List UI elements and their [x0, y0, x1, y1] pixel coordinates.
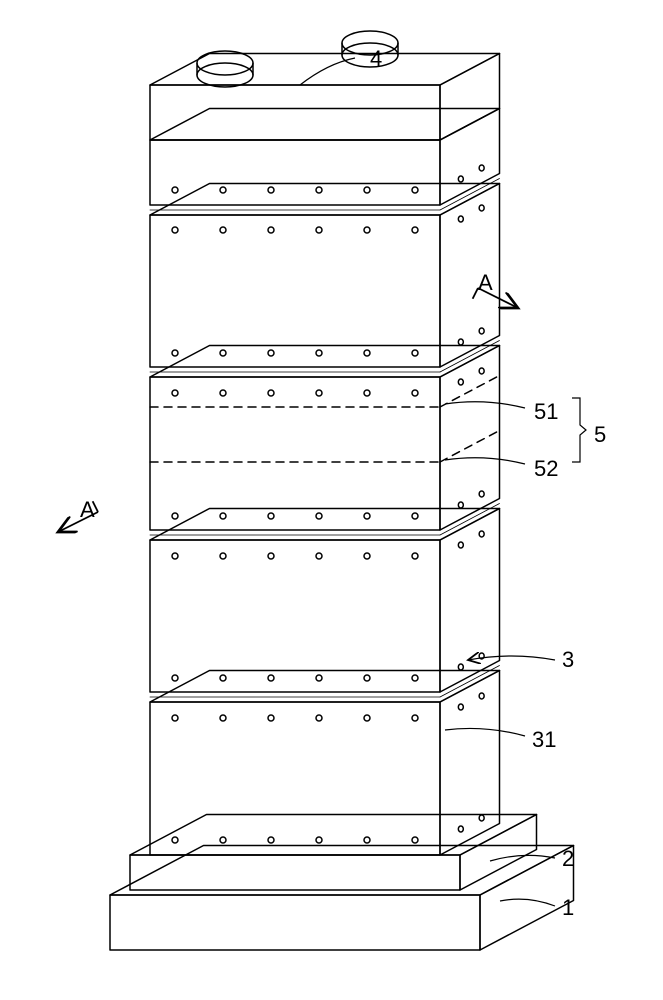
label-A_right: A: [478, 270, 493, 296]
label-31: 31: [532, 727, 556, 753]
label-4: 4: [370, 46, 382, 72]
label-2: 2: [562, 846, 574, 872]
label-3: 3: [562, 647, 574, 673]
label-5: 5: [594, 422, 606, 448]
label-1: 1: [562, 895, 574, 921]
label-A_left: A: [80, 497, 95, 523]
label-52: 52: [534, 456, 558, 482]
label-51: 51: [534, 399, 558, 425]
